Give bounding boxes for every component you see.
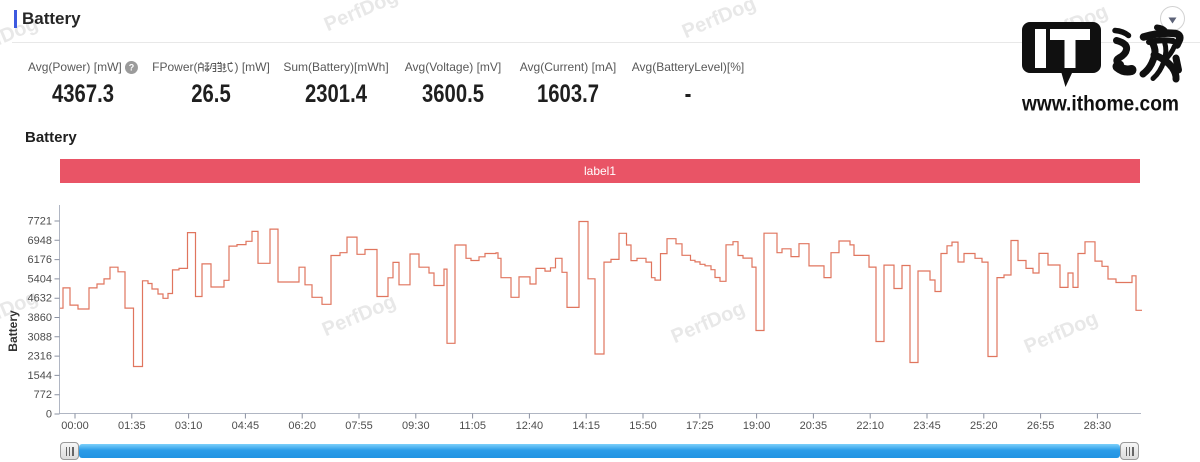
svg-text:?: ?	[129, 62, 135, 72]
svg-text:14:15: 14:15	[572, 420, 600, 432]
svg-text:www.ithome.com: www.ithome.com	[1021, 93, 1179, 116]
svg-text:01:35: 01:35	[118, 420, 146, 432]
svg-text:7721: 7721	[28, 216, 52, 228]
svg-text:12:40: 12:40	[516, 420, 544, 432]
svg-text:20:35: 20:35	[800, 420, 828, 432]
svg-text:28:30: 28:30	[1084, 420, 1112, 432]
svg-text:07:55: 07:55	[345, 420, 373, 432]
svg-text:3088: 3088	[28, 331, 52, 343]
svg-text:11:05: 11:05	[459, 420, 486, 432]
svg-text:00:00: 00:00	[61, 420, 89, 432]
svg-text:5404: 5404	[28, 273, 52, 285]
svg-text:6176: 6176	[28, 254, 52, 266]
svg-text:4632: 4632	[28, 293, 52, 305]
svg-text:25:20: 25:20	[970, 420, 998, 432]
svg-text:19:00: 19:00	[743, 420, 771, 432]
svg-text:03:10: 03:10	[175, 420, 203, 432]
svg-text:09:30: 09:30	[402, 420, 430, 432]
svg-text:23:45: 23:45	[913, 420, 941, 432]
svg-text:22:10: 22:10	[856, 420, 884, 432]
svg-text:3860: 3860	[28, 312, 52, 324]
svg-text:15:50: 15:50	[629, 420, 657, 432]
svg-text:1544: 1544	[28, 370, 52, 382]
svg-text:06:20: 06:20	[288, 420, 316, 432]
svg-text:2316: 2316	[28, 351, 52, 363]
svg-text:0: 0	[46, 409, 52, 421]
svg-text:17:25: 17:25	[686, 420, 714, 432]
svg-text:772: 772	[34, 389, 52, 401]
svg-text:26:55: 26:55	[1027, 420, 1055, 432]
svg-text:04:45: 04:45	[232, 420, 260, 432]
svg-text:6948: 6948	[28, 235, 52, 247]
